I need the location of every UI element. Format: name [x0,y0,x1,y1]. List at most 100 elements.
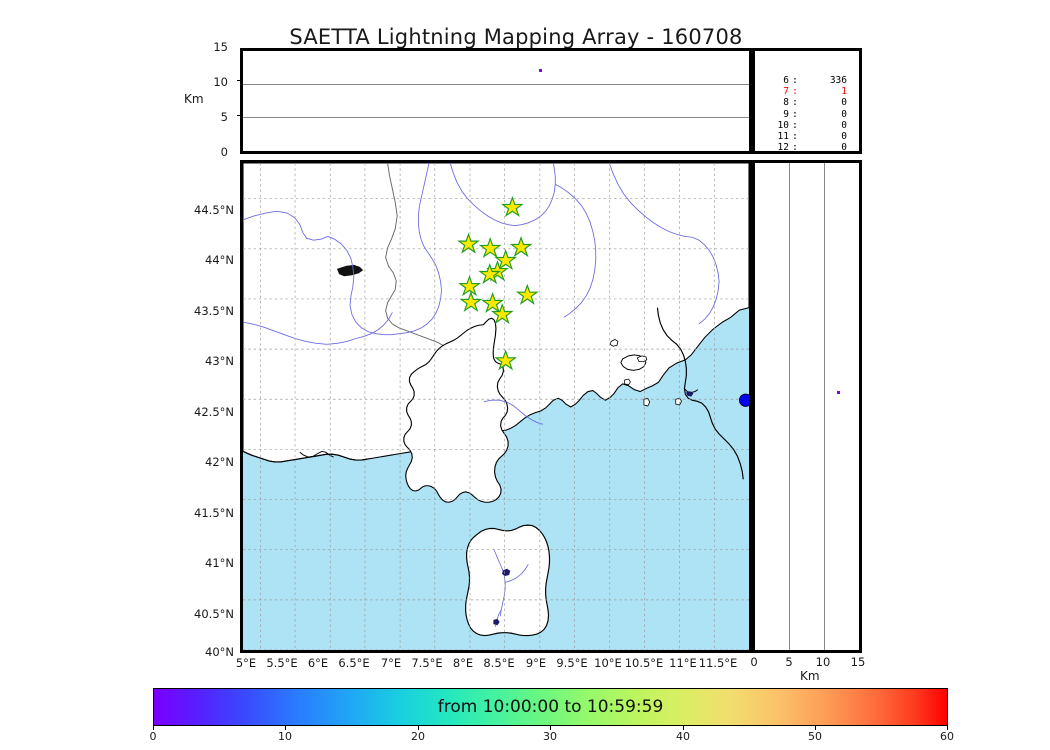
lat-label-42: 42°N [205,455,234,469]
lon-label-6.5: 6.5°E [338,656,370,670]
station-count-key: 12 [777,142,789,154]
station-count-sep: : [792,142,798,154]
colorbar-label-0: 0 [149,730,157,743]
river-po-tributary [449,163,556,227]
island-sardinia [465,524,551,637]
station-count-value: 0 [841,142,847,154]
coastline-provence [243,450,368,463]
right-panel-x-axis: 0 5 10 15 Km [740,655,880,689]
time-colorbar[interactable]: from 10:00:00 to 10:59:59 0 10 20 30 40 … [150,688,954,743]
lat-label-43: 43°N [205,354,234,368]
colorbar-tick-50 [815,726,816,730]
right-xtick-label-10: 10 [815,655,831,669]
lake-geneva [336,264,364,277]
top-ytick-label-10: 10 [213,75,228,89]
colorbar-label-40: 40 [676,730,690,743]
lon-label-7: 7°E [380,656,402,670]
lagoon-orbetello [686,391,694,397]
lon-label-6: 6°E [307,656,329,670]
top-ytick-10 [237,80,242,81]
lat-label-40: 40°N [205,645,234,659]
top-ytick-label-15: 15 [213,40,228,54]
station-count-sep: : [792,119,798,131]
table-row: 8 : 0 [763,97,859,108]
station-markers [457,195,539,371]
station-count-value: 1 [841,86,847,98]
right-panel-gridline-10 [824,163,825,650]
lon-label-11.5: 11.5°E [698,656,738,670]
table-row: 9 : 0 [763,109,859,120]
top-ytick-label-0: 0 [220,145,228,159]
colorbar-tick-40 [683,726,684,730]
lightning-map-panel[interactable] [240,160,752,653]
station-star [458,275,481,297]
lon-label-9: 9°E [525,656,547,670]
station-count-value: 336 [829,75,847,86]
table-row: 10 : 0 [763,120,859,131]
island-capraia [609,339,619,347]
lon-label-9.5: 9.5°E [556,656,588,670]
station-star [457,232,480,254]
lat-label-41: 41°N [205,556,234,570]
lon-label-10: 10°E [594,656,622,670]
station-star [478,263,502,285]
river-arno [691,236,720,325]
coastline-gulf-lion [299,450,334,458]
station-star [481,291,504,314]
right-xtick-label-0: 0 [750,655,758,669]
lake-sardinia-flumendosa [493,618,500,626]
colorbar-label-30: 30 [543,730,557,743]
altitude-longitude-panel[interactable] [240,48,752,154]
colorbar-tick-20 [418,726,419,730]
station-count-sep: : [792,97,798,109]
station-count-sep: : [792,131,798,143]
top-ytick-5 [237,115,242,116]
station-star [501,195,524,218]
lon-label-7.5: 7.5°E [411,656,443,670]
lon-label-10.5: 10.5°E [624,656,664,670]
station-star [490,303,514,325]
lake-sardinia-omodeo [501,568,511,577]
station-count-key: 10 [777,119,789,131]
right-xtick-label-15: 15 [850,655,866,669]
lat-label-44: 44°N [205,253,234,267]
station-count-value: 0 [841,119,847,131]
table-row: 7 : 1 [763,86,859,97]
station-count-sep: : [792,75,798,86]
page-title: SAETTA Lightning Mapping Array - 160708 [0,25,1050,49]
lon-label-8: 8°E [452,656,474,670]
station-star [494,249,518,271]
lon-label-11: 11°E [669,656,697,670]
top-panel-y-axis: 15 10 5 0 Km [180,40,242,166]
island-corsica [403,317,509,503]
station-count-value: 0 [841,108,847,120]
lightning-source-point [739,393,749,407]
table-row: 12 : 0 [763,142,859,153]
river-sardinia-east [505,563,529,583]
river-south-france [243,321,356,345]
station-star [509,236,533,258]
colorbar-label-50: 50 [808,730,822,743]
altitude-latitude-panel[interactable] [752,160,862,653]
river-durance [355,312,393,339]
colorbar-gradient [153,688,948,726]
colorbar-label-20: 20 [411,730,425,743]
lon-label-8.5: 8.5°E [483,656,515,670]
right-xtick-label-5: 5 [785,655,793,669]
station-star [494,349,518,371]
station-count-table: 6 : 336 7 : 1 8 : 0 9 : 0 10 : 0 11 : 0 [763,75,859,153]
table-row: 6 : 336 [763,75,859,86]
right-panel-gridline-5 [789,163,790,650]
station-count-key: 6 [783,75,789,86]
station-count-panel[interactable]: 6 : 336 7 : 1 8 : 0 9 : 0 10 : 0 11 : 0 [752,48,862,154]
station-count-key: 11 [777,131,789,143]
colorbar-tick-60 [947,726,948,730]
island-pianosa [624,378,631,386]
map-y-axis: 44.5°N 44°N 43.5°N 43°N 42.5°N 42°N 41.5… [178,160,240,659]
river-saone [399,163,442,335]
lat-label-44.5: 44.5°N [194,203,234,217]
river-rhone [327,235,400,336]
lat-label-40.5: 40.5°N [194,607,234,621]
colorbar-tick-10 [285,726,286,730]
lon-label-5.5: 5.5°E [266,656,298,670]
